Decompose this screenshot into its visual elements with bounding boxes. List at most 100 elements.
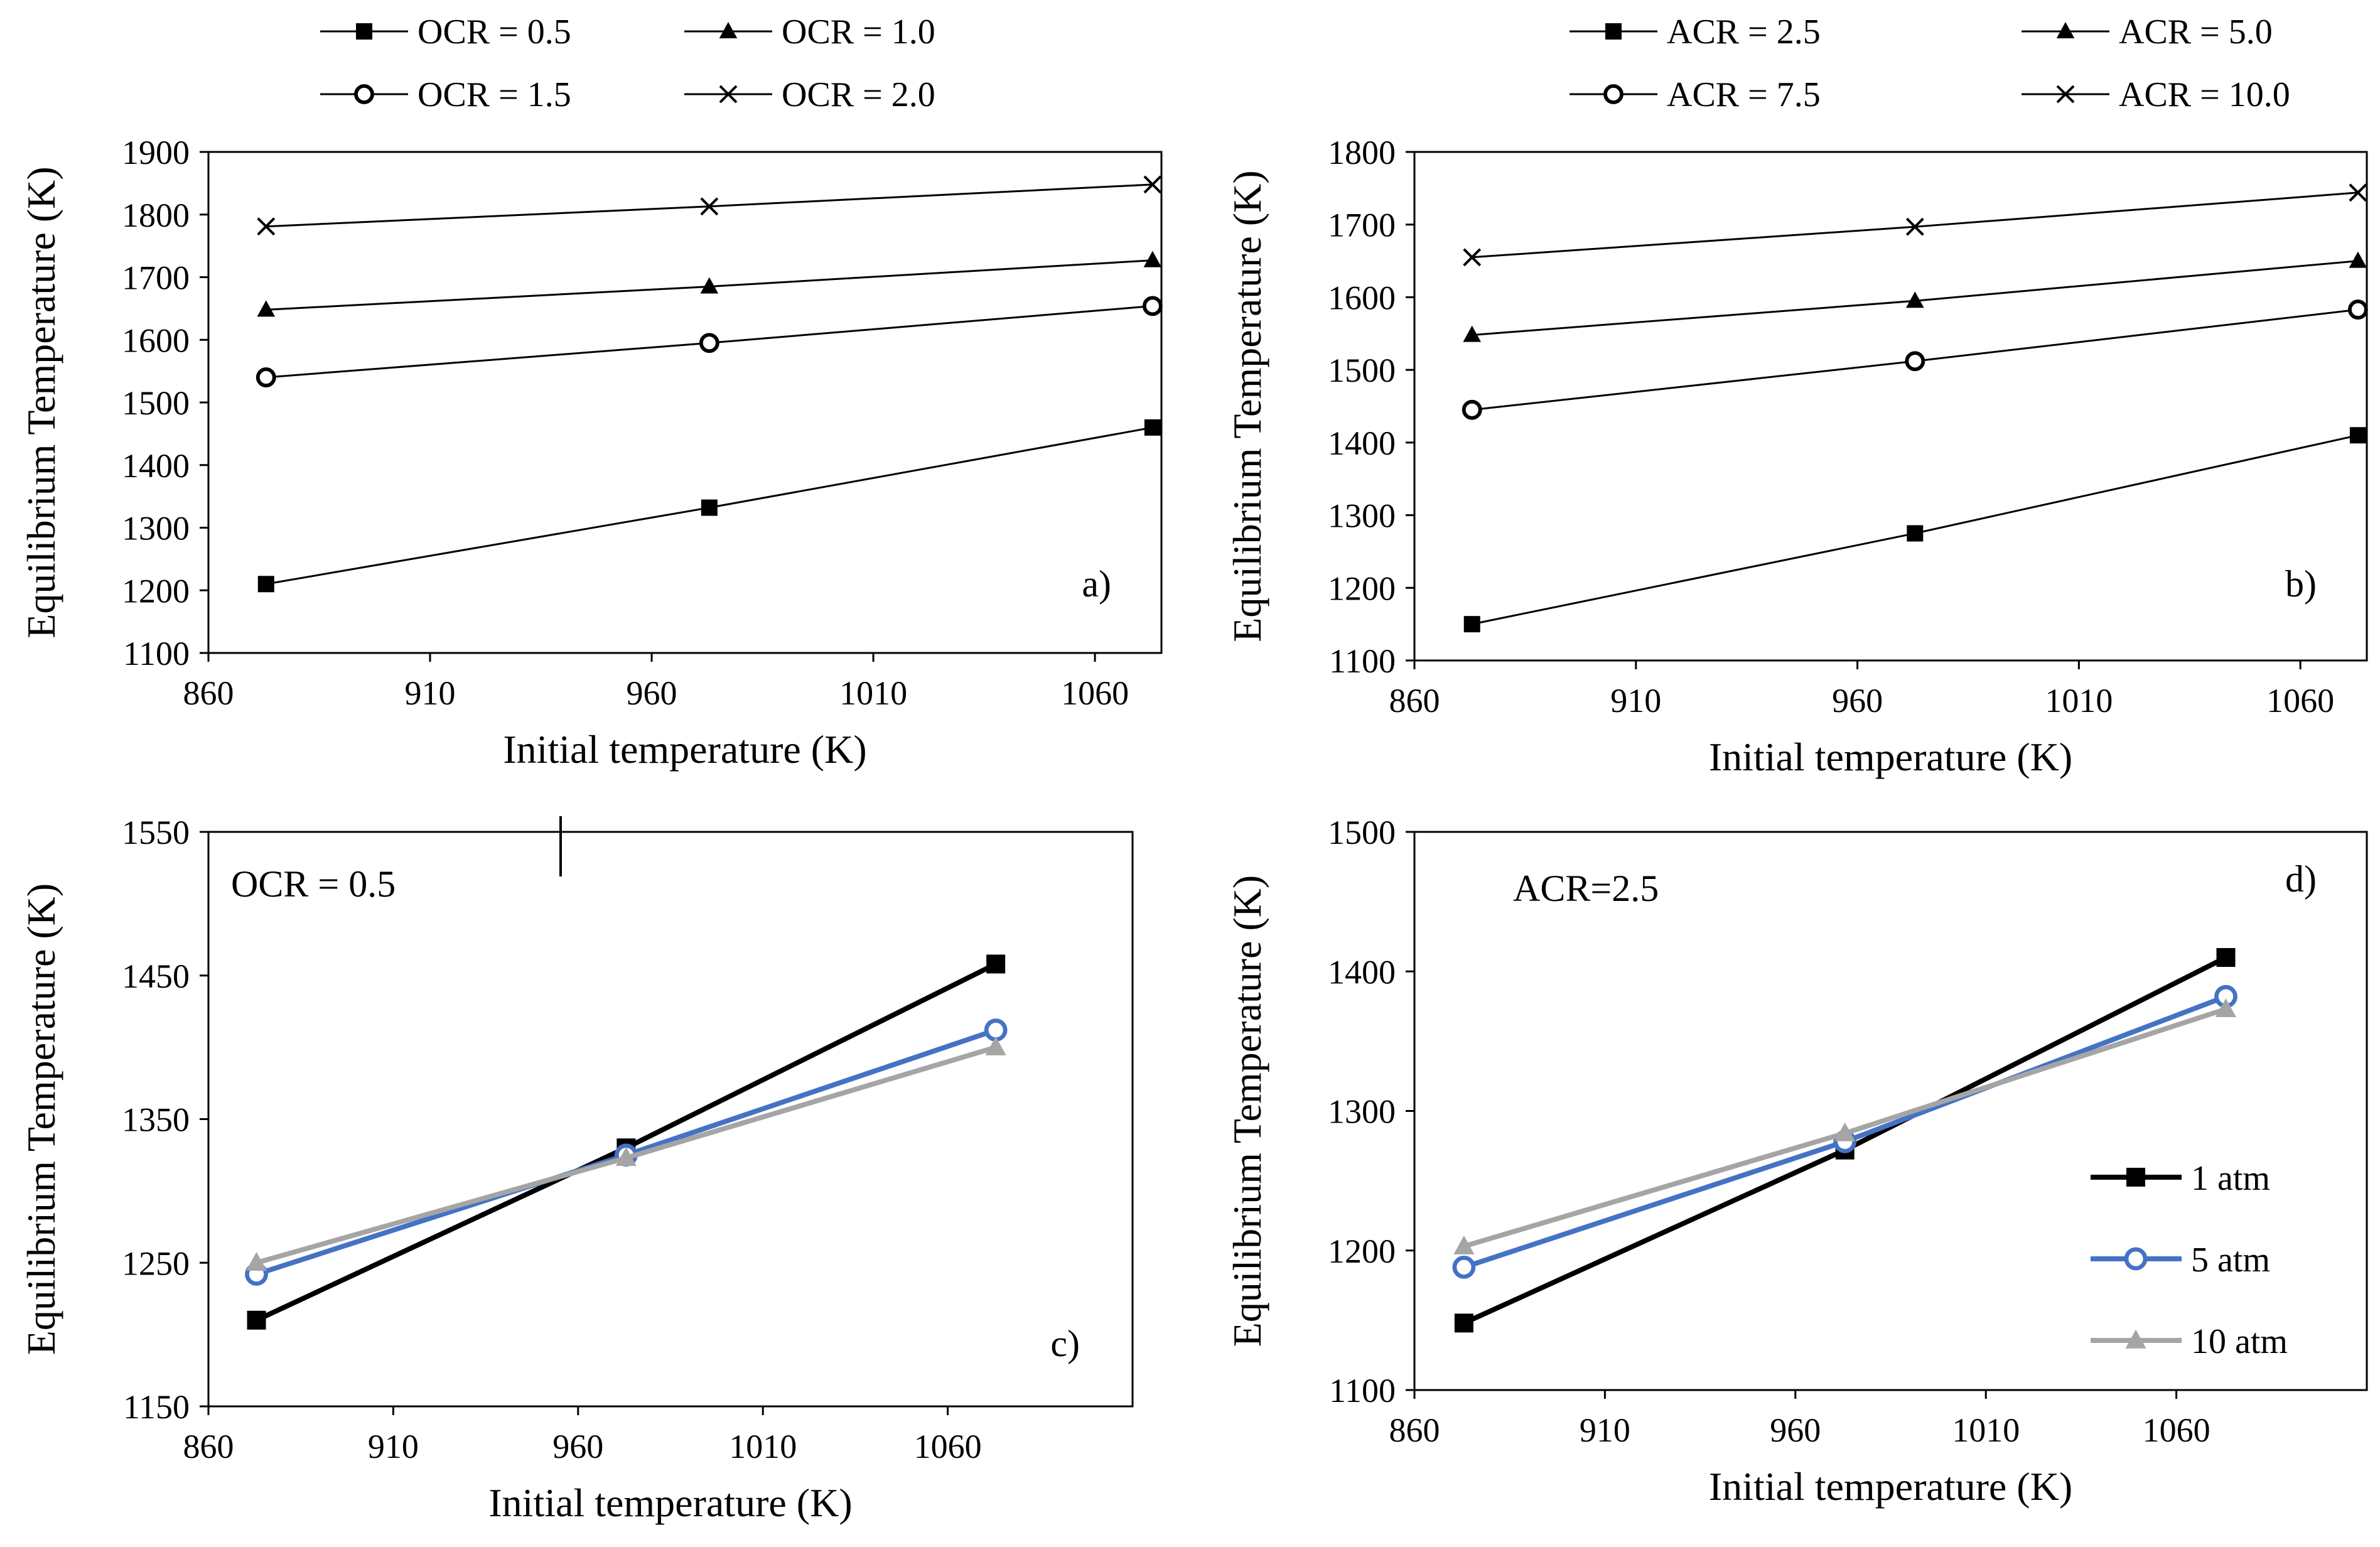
data-point-marker <box>1905 217 1924 236</box>
legend-label: 1 atm <box>2191 1159 2270 1198</box>
data-point-marker <box>1834 1122 1856 1141</box>
data-point-marker <box>2347 299 2368 320</box>
x-tick-label: 910 <box>1580 1411 1630 1449</box>
legend-marker <box>354 84 374 104</box>
series-acr-10-0 <box>1463 183 2367 267</box>
data-point-marker <box>985 1036 1006 1055</box>
data-point-marker <box>1143 175 1162 194</box>
y-tick-label: 1500 <box>1328 352 1396 389</box>
y-tick-label: 1100 <box>1329 642 1396 680</box>
series-ocr-0-5 <box>257 419 1161 593</box>
legend-label: ACR = 7.5 <box>1667 75 1821 114</box>
legend-label: OCR = 2.0 <box>782 75 935 114</box>
legend-marker <box>719 22 738 39</box>
x-tick-label: 1060 <box>2266 682 2334 720</box>
data-point-marker <box>1453 1235 1475 1254</box>
series-ocr-1-0 <box>257 251 1162 317</box>
data-point-marker <box>1143 251 1162 267</box>
x-axis-label: Initial temperature (K) <box>1709 735 2072 779</box>
data-point-marker <box>1463 325 1482 342</box>
data-point-marker <box>615 1147 637 1167</box>
series-acr-2-5 <box>1463 427 2366 633</box>
data-point-marker <box>2349 427 2366 444</box>
legend-marker <box>1605 23 1622 40</box>
data-point-marker <box>257 576 274 593</box>
y-tick-label: 1300 <box>122 510 190 547</box>
y-axis-label: Equilibrium Temperature (K) <box>1225 170 1269 642</box>
legend-label: ACR = 10.0 <box>2119 75 2290 114</box>
y-tick-label: 1400 <box>122 447 190 485</box>
y-tick-label: 1350 <box>122 1101 190 1139</box>
y-tick-label: 1500 <box>1328 814 1396 851</box>
y-tick-label: 1300 <box>1328 1093 1396 1131</box>
panel-label: b) <box>2285 563 2317 605</box>
y-tick-label: 1450 <box>122 957 190 995</box>
panel-label: c) <box>1050 1323 1080 1364</box>
y-tick-label: 1600 <box>122 321 190 359</box>
y-tick-label: 1800 <box>1328 134 1396 171</box>
data-point-marker <box>1463 616 1480 633</box>
data-point-marker <box>247 1310 266 1330</box>
legend-label: OCR = 1.0 <box>782 13 935 51</box>
x-tick-label: 860 <box>183 1428 234 1465</box>
data-point-marker <box>1907 525 1924 542</box>
condition-annotation: ACR=2.5 <box>1513 868 1659 909</box>
y-axis-label: Equilibrium Temperature (K) <box>19 883 63 1355</box>
legend: 1 atm 5 atm 10 atm <box>2091 1159 2288 1361</box>
x-tick-label: 910 <box>405 674 456 712</box>
y-tick-label: 1700 <box>1328 207 1396 244</box>
x-tick-label: 1010 <box>839 674 907 712</box>
x-tick-label: 1060 <box>914 1428 982 1465</box>
panel-b-chart: 860 910 960 1010 1060 1100 1200 1300 1400 1500 160… <box>1225 13 2368 779</box>
series-1-atm <box>247 954 1006 1330</box>
y-tick-label: 1550 <box>122 814 190 851</box>
legend-label: 10 atm <box>2191 1322 2288 1361</box>
data-point-marker <box>2349 251 2367 268</box>
y-tick-label: 1400 <box>1328 953 1396 991</box>
series-line <box>1472 191 2359 259</box>
panel-label: a) <box>1082 563 1111 605</box>
legend-marker <box>2125 1329 2146 1349</box>
y-tick-label: 1200 <box>1328 1232 1396 1270</box>
series-acr-7-5 <box>1462 299 2368 420</box>
x-tick-label: 960 <box>627 674 677 712</box>
data-point-marker <box>1462 399 1482 420</box>
data-point-marker <box>257 300 276 317</box>
condition-annotation: OCR = 0.5 <box>231 863 396 905</box>
data-point-marker <box>246 1252 267 1271</box>
legend-marker <box>2056 85 2075 104</box>
data-point-marker <box>257 217 276 236</box>
x-axis-label: Initial temperature (K) <box>488 1480 852 1525</box>
y-tick-label: 1800 <box>122 197 190 234</box>
y-tick-label: 1200 <box>122 572 190 610</box>
data-point-marker <box>700 277 719 294</box>
x-axis-label: Initial temperature (K) <box>503 727 866 772</box>
y-tick-label: 1300 <box>1328 497 1396 535</box>
x-tick-label: 960 <box>1832 682 1883 720</box>
panel-d-chart: 860 910 960 1010 1060 1100 1200 1300 1400 1500 Ini… <box>1225 814 2368 1509</box>
x-tick-label: 860 <box>1389 1411 1440 1449</box>
series-acr-5-0 <box>1463 251 2367 342</box>
series-10-atm <box>246 1036 1006 1271</box>
series-ocr-2-0 <box>257 175 1162 236</box>
x-tick-label: 1010 <box>729 1428 797 1465</box>
plot-frame <box>1413 151 2368 662</box>
y-axis-label: Equilibrium Temperature (K) <box>19 166 63 638</box>
y-tick-label: 1200 <box>1328 569 1396 607</box>
x-axis-label: Initial temperature (K) <box>1709 1464 2072 1509</box>
data-point-marker <box>986 954 1006 974</box>
data-point-marker <box>1906 291 1924 308</box>
data-point-marker <box>2216 948 2236 968</box>
data-point-marker <box>1905 351 1925 372</box>
series-ocr-1-5 <box>256 296 1163 388</box>
y-axis-label: Equilibrium Temperature (K) <box>1225 875 1269 1347</box>
legend: ACR = 2.5 ACR = 5.0 ACR = 7.5 ACR = 10.0 <box>1570 13 2290 114</box>
plot-frame <box>207 151 1163 654</box>
legend-label: ACR = 5.0 <box>2119 13 2273 51</box>
legend-marker <box>719 85 738 104</box>
data-point-marker <box>256 367 276 388</box>
panel-label: d) <box>2285 858 2317 900</box>
x-tick-label: 960 <box>1770 1411 1821 1449</box>
series-5-atm <box>1452 984 2237 1279</box>
